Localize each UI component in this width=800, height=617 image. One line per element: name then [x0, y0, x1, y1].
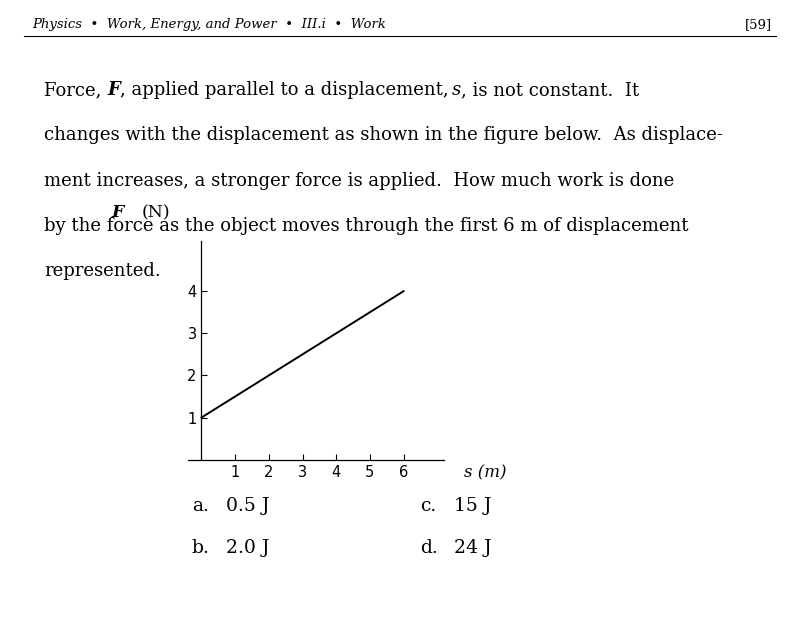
Text: s: s — [452, 81, 462, 99]
Text: s (m): s (m) — [465, 465, 507, 481]
Text: [59]: [59] — [745, 18, 772, 31]
Text: d.: d. — [420, 539, 438, 557]
Text: changes with the displacement as shown in the figure below.  As displace-: changes with the displacement as shown i… — [44, 126, 723, 144]
Text: ment increases, a stronger force is applied.  How much work is done: ment increases, a stronger force is appl… — [44, 172, 674, 189]
Text: , is not constant.  It: , is not constant. It — [462, 81, 639, 99]
Text: 24 J: 24 J — [454, 539, 491, 557]
Text: (N): (N) — [142, 204, 170, 221]
Text: Force,: Force, — [44, 81, 107, 99]
Text: , applied parallel to a displacement,: , applied parallel to a displacement, — [120, 81, 452, 99]
Text: 15 J: 15 J — [454, 497, 491, 515]
Text: F: F — [107, 81, 120, 99]
Text: c.: c. — [420, 497, 436, 515]
Text: a.: a. — [192, 497, 209, 515]
Text: 2.0 J: 2.0 J — [226, 539, 269, 557]
Text: 0.5 J: 0.5 J — [226, 497, 269, 515]
Text: represented.: represented. — [44, 262, 161, 280]
Text: by the force as the object moves through the first 6 m of displacement: by the force as the object moves through… — [44, 217, 689, 234]
Text: Physics  •  Work, Energy, and Power  •  III.i  •  Work: Physics • Work, Energy, and Power • III.… — [32, 18, 386, 31]
Text: b.: b. — [192, 539, 210, 557]
Text: F: F — [111, 204, 123, 221]
